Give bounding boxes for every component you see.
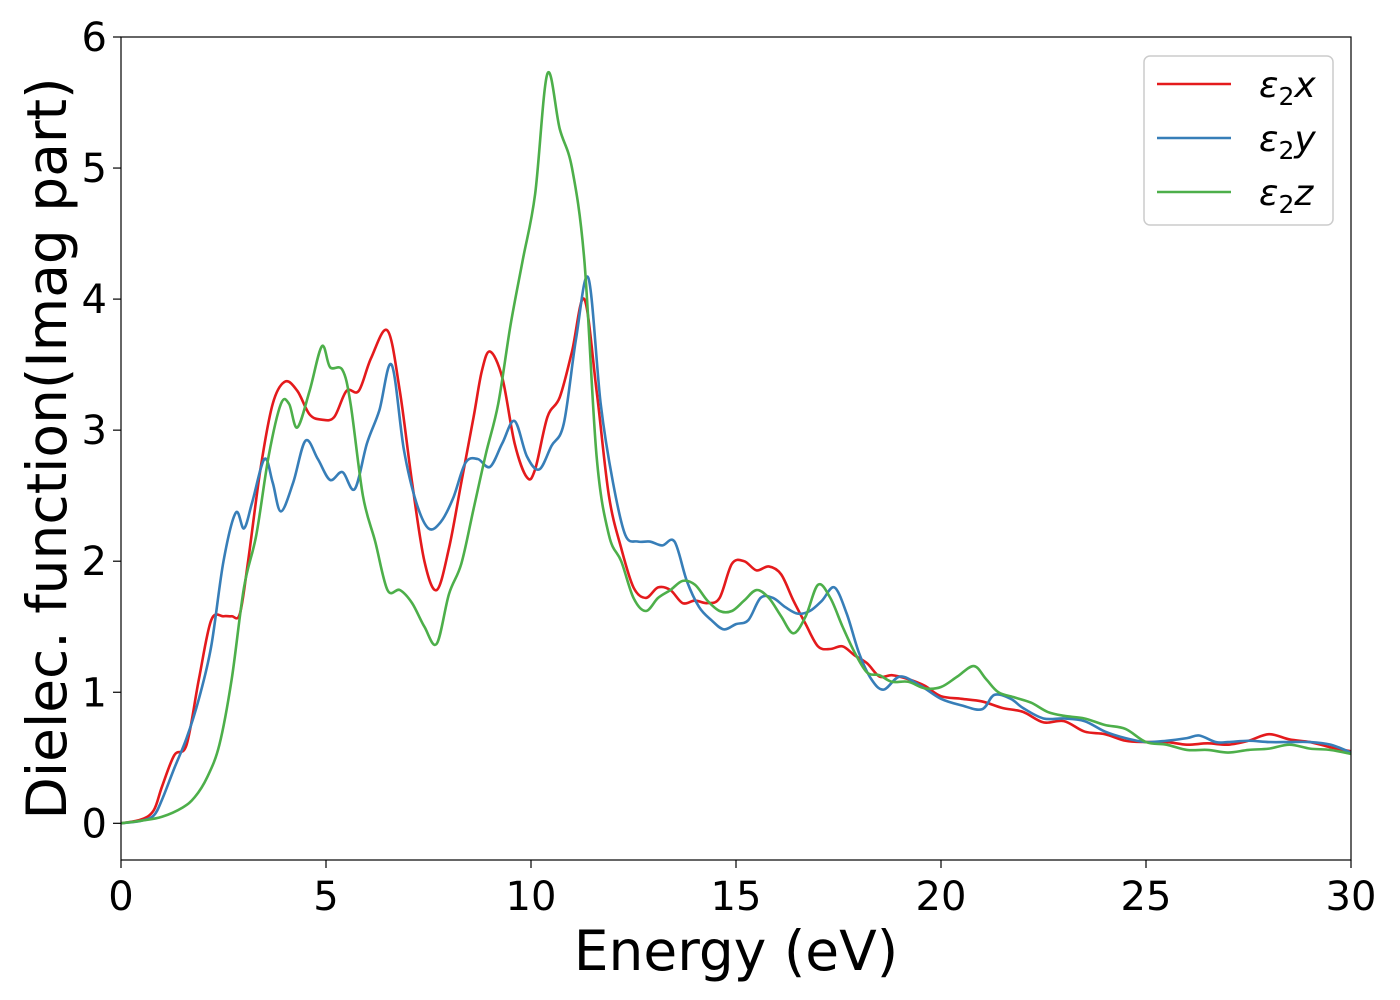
x-tick-label: 15 (711, 874, 762, 920)
y-tick-label: 3 (82, 408, 107, 454)
x-tick-label: 25 (1121, 874, 1172, 920)
x-tick-label: 30 (1326, 874, 1377, 920)
x-axis-label: Energy (eV) (574, 919, 898, 983)
series-line-z (121, 70, 1351, 825)
y-tick-label: 4 (82, 277, 107, 323)
x-tick-label: 20 (916, 874, 967, 920)
y-tick-label: 0 (82, 801, 107, 847)
y-tick-label: 1 (82, 670, 107, 716)
plot-area (121, 70, 1351, 825)
series-line-x (121, 297, 1351, 825)
legend-box (1143, 55, 1334, 226)
y-axis-label: Dielec. function(Imag part) (15, 77, 79, 819)
x-tick-label: 0 (108, 874, 133, 920)
x-tick-label: 5 (313, 874, 338, 920)
legend-label-y: ε2y (1259, 119, 1316, 165)
y-tick-label: 2 (82, 539, 107, 585)
legend-label-x: ε2x (1259, 65, 1316, 111)
x-axis: 0 5 10 15 20 25 30 (108, 860, 1376, 920)
legend-label-z: ε2z (1259, 173, 1314, 219)
legend: ε2x ε2y ε2z (1143, 55, 1334, 226)
y-tick-label: 6 (82, 15, 107, 61)
series-line-y (121, 275, 1351, 825)
x-tick-label: 10 (506, 874, 557, 920)
y-axis: 0 1 2 3 4 5 6 (82, 15, 121, 847)
y-tick-label: 5 (82, 146, 107, 192)
